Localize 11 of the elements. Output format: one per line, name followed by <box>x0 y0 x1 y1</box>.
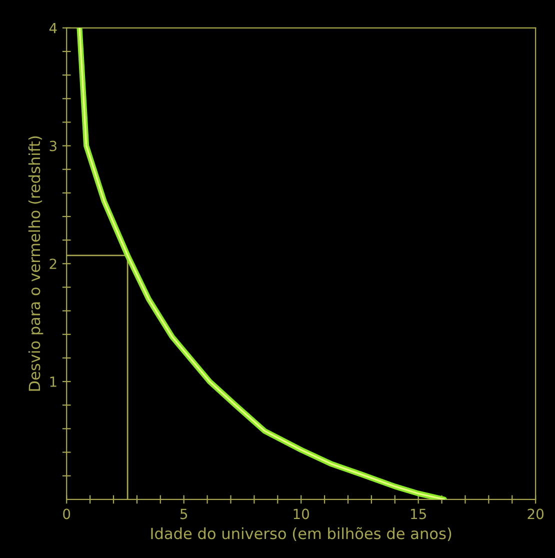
x-tick-label: 5 <box>180 508 188 520</box>
x-tick-label: 15 <box>411 508 426 520</box>
y-axis-title: Desvio para o vermelho (redshift) <box>28 136 44 391</box>
x-tick-label: 10 <box>294 508 309 520</box>
y-tick-label: 3 <box>50 140 56 152</box>
y-tick-label: 2 <box>50 258 56 269</box>
y-tick-label: 1 <box>50 376 56 387</box>
x-axis-title: Idade do universo (em bilhões de anos) <box>151 527 452 542</box>
x-tick-label: 20 <box>528 508 544 520</box>
x-tick-label: 0 <box>63 508 70 520</box>
y-tick-label: 4 <box>49 23 57 34</box>
